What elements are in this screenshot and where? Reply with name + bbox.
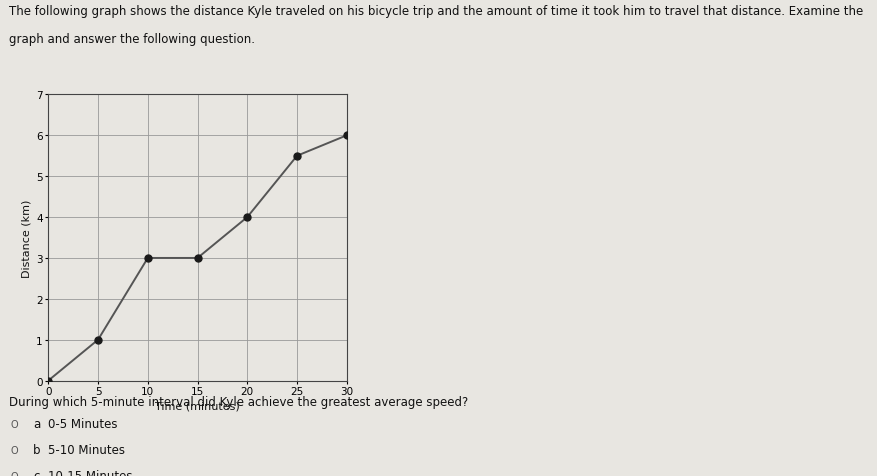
Text: 5-10 Minutes: 5-10 Minutes [48,443,125,456]
Text: O: O [11,419,18,428]
Text: O: O [11,471,18,476]
Text: O: O [11,445,18,455]
Text: graph and answer the following question.: graph and answer the following question. [9,33,254,46]
Text: a: a [33,417,40,430]
X-axis label: Time (minutes): Time (minutes) [155,400,239,410]
Text: During which 5-minute interval did Kyle achieve the greatest average speed?: During which 5-minute interval did Kyle … [9,395,467,408]
Text: b: b [33,443,41,456]
Text: c: c [33,469,39,476]
Text: The following graph shows the distance Kyle traveled on his bicycle trip and the: The following graph shows the distance K… [9,5,862,18]
Text: 10-15 Minutes: 10-15 Minutes [48,469,132,476]
Y-axis label: Distance (km): Distance (km) [22,199,32,277]
Text: 0-5 Minutes: 0-5 Minutes [48,417,118,430]
